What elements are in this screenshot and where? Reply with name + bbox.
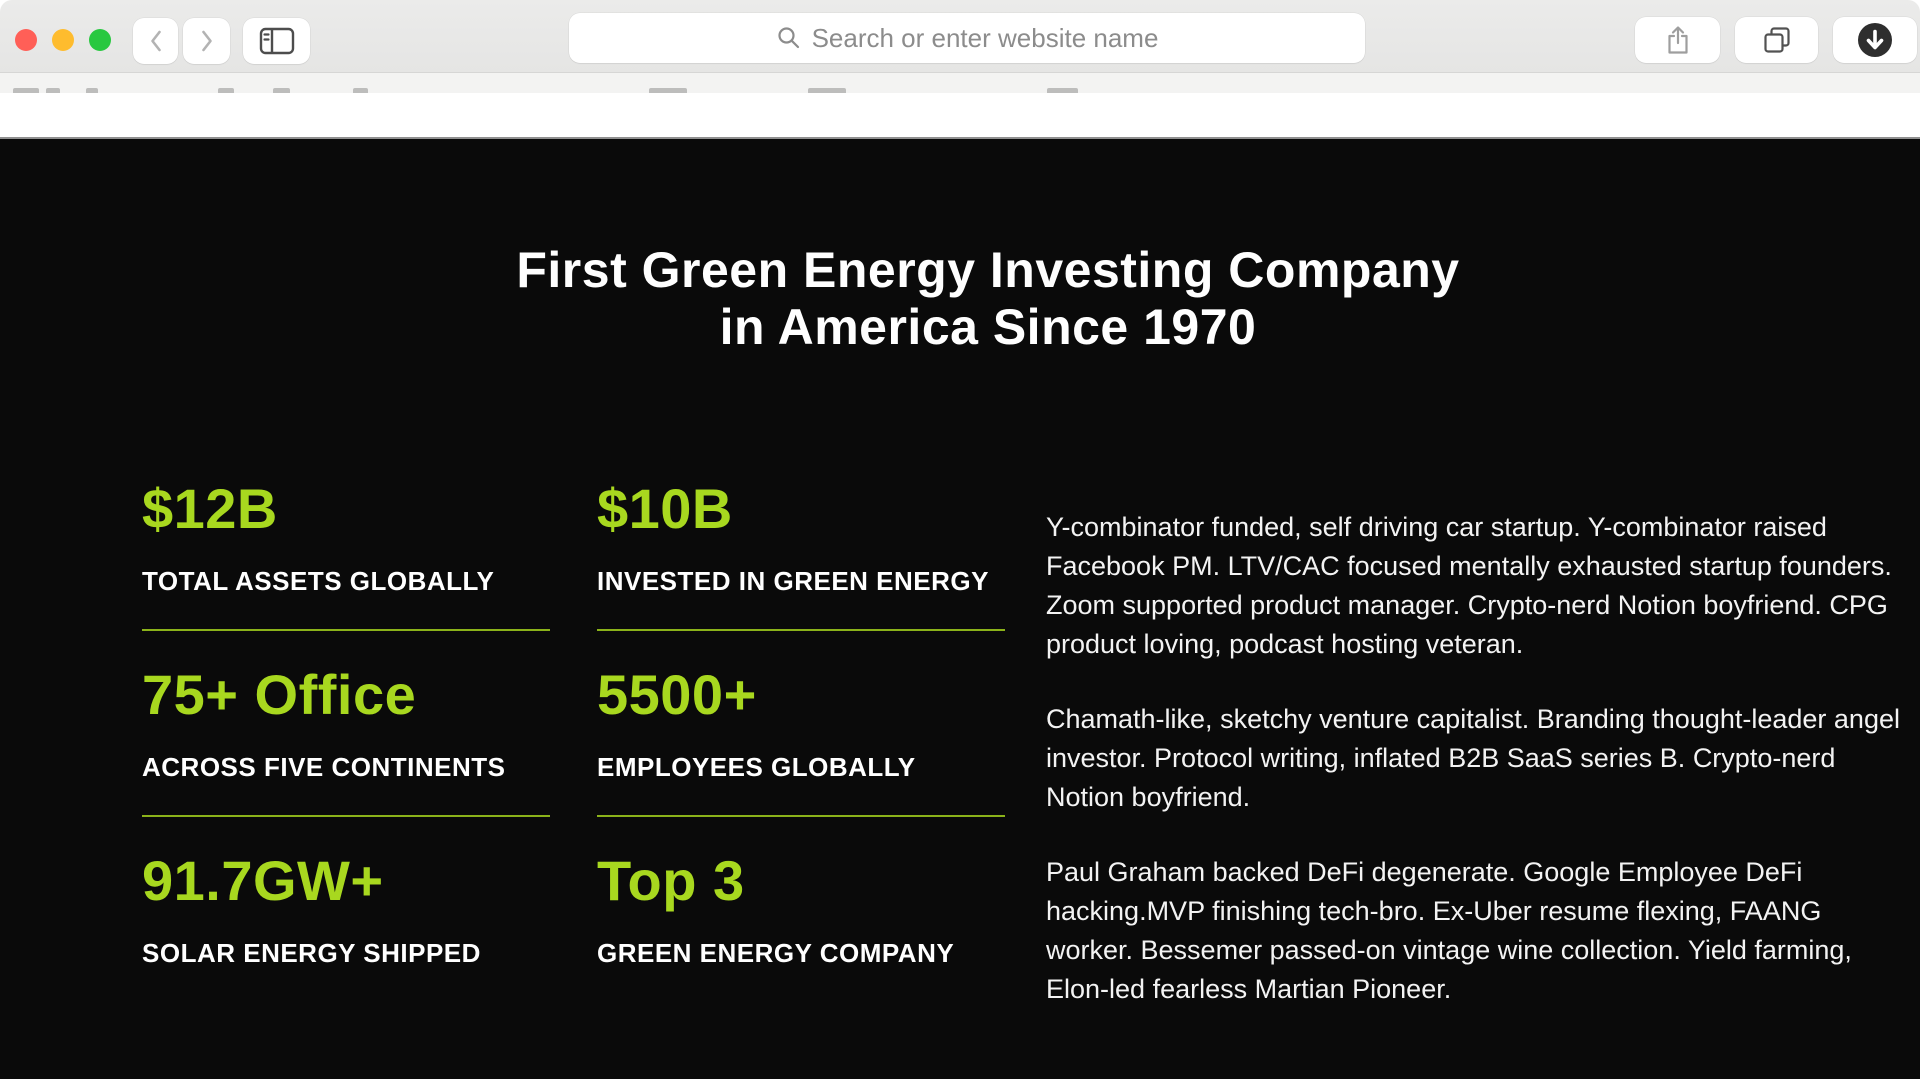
address-bar[interactable]: Search or enter website name <box>569 13 1365 63</box>
zoom-window-button[interactable] <box>89 29 111 51</box>
stat-value: $10B <box>597 477 733 540</box>
clipped-content-artifact <box>1047 88 1078 93</box>
clipped-content-artifact <box>808 88 846 93</box>
clipped-content-artifact <box>46 88 60 93</box>
page-title: First Green Energy Investing Company in … <box>0 242 1920 356</box>
share-icon <box>1665 24 1691 56</box>
stat-item: 75+ Office ACROSS FIVE CONTINENTS <box>142 666 550 852</box>
tab-overview-button[interactable] <box>1735 17 1818 63</box>
clipped-content-artifact <box>353 88 368 93</box>
stat-value: 5500+ <box>597 663 757 726</box>
stat-item: 91.7GW+ SOLAR ENERGY SHIPPED <box>142 849 550 969</box>
page-title-line1: First Green Energy Investing Company <box>516 242 1460 298</box>
stat-value: 91.7GW+ <box>142 849 384 912</box>
sidebar-icon <box>259 27 295 55</box>
stat-divider <box>597 629 1005 631</box>
stat-divider <box>142 815 550 817</box>
stat-label: TOTAL ASSETS GLOBALLY <box>142 566 495 596</box>
page-top-gap <box>0 93 1920 137</box>
download-icon <box>1856 21 1894 59</box>
browser-toolbar: Search or enter website name <box>0 0 1920 73</box>
downloads-button[interactable] <box>1833 17 1917 63</box>
stat-label: EMPLOYEES GLOBALLY <box>597 752 916 782</box>
clipped-content-artifact <box>218 88 234 93</box>
about-paragraph: Y-combinator funded, self driving car st… <box>1046 512 1892 659</box>
stats-grid: $12B TOTAL ASSETS GLOBALLY $10B INVESTED… <box>142 480 1005 968</box>
chevron-left-icon <box>145 27 167 55</box>
stat-label: SOLAR ENERGY SHIPPED <box>142 938 481 968</box>
clipped-page-strip <box>0 73 1920 93</box>
stat-value: 75+ Office <box>142 663 417 726</box>
search-icon <box>776 25 802 51</box>
webpage-content: First Green Energy Investing Company in … <box>0 137 1920 1079</box>
stat-label: GREEN ENERGY COMPANY <box>597 938 955 968</box>
about-paragraph: Paul Graham backed DeFi degenerate. Goog… <box>1046 857 1852 1004</box>
page-title-line2: in America Since 1970 <box>719 299 1257 355</box>
stat-divider <box>597 815 1005 817</box>
stat-item: $10B INVESTED IN GREEN ENERGY <box>597 480 1005 666</box>
chevron-right-icon <box>196 27 218 55</box>
stat-item: Top 3 GREEN ENERGY COMPANY <box>597 849 1005 969</box>
stat-value: Top 3 <box>597 849 745 912</box>
stat-label: INVESTED IN GREEN ENERGY <box>597 566 989 596</box>
address-bar-placeholder: Search or enter website name <box>811 22 1159 53</box>
minimize-window-button[interactable] <box>52 29 74 51</box>
clipped-content-artifact <box>649 88 687 93</box>
back-button[interactable] <box>133 18 178 64</box>
close-window-button[interactable] <box>15 29 37 51</box>
about-paragraphs: Y-combinator funded, self driving car st… <box>1046 508 1908 1009</box>
clipped-content-artifact <box>13 88 39 93</box>
stat-divider <box>142 629 550 631</box>
stat-item: 5500+ EMPLOYEES GLOBALLY <box>597 666 1005 852</box>
share-button[interactable] <box>1635 17 1720 63</box>
about-paragraph: Chamath-like, sketchy venture capitalist… <box>1046 704 1900 812</box>
stat-label: ACROSS FIVE CONTINENTS <box>142 752 506 782</box>
clipped-content-artifact <box>273 88 290 93</box>
sidebar-toggle-button[interactable] <box>243 18 310 64</box>
clipped-content-artifact <box>86 88 98 93</box>
traffic-lights <box>15 29 111 51</box>
stat-value: $12B <box>142 477 278 540</box>
tabs-icon <box>1762 25 1792 55</box>
stat-item: $12B TOTAL ASSETS GLOBALLY <box>142 480 550 666</box>
forward-button[interactable] <box>183 18 230 64</box>
